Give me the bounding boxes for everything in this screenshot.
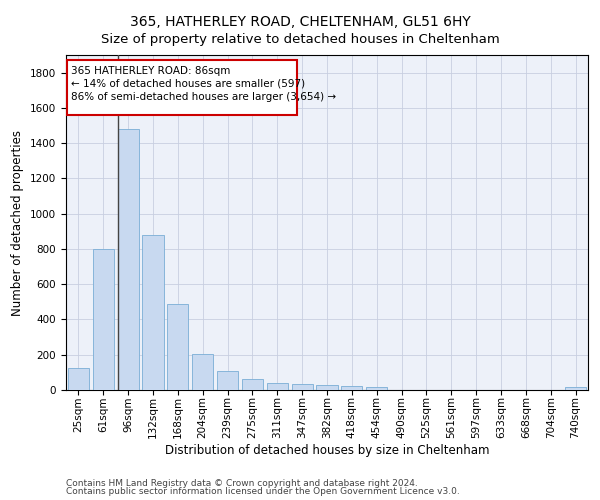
Bar <box>292 384 313 390</box>
FancyBboxPatch shape <box>67 60 297 115</box>
Text: Contains HM Land Registry data © Crown copyright and database right 2024.: Contains HM Land Registry data © Crown c… <box>66 478 418 488</box>
Bar <box>142 235 164 390</box>
Text: 365 HATHERLEY ROAD: 86sqm
← 14% of detached houses are smaller (597)
86% of semi: 365 HATHERLEY ROAD: 86sqm ← 14% of detac… <box>71 66 336 102</box>
X-axis label: Distribution of detached houses by size in Cheltenham: Distribution of detached houses by size … <box>165 444 489 457</box>
Bar <box>68 368 89 390</box>
Bar <box>366 388 387 390</box>
Text: Contains public sector information licensed under the Open Government Licence v3: Contains public sector information licen… <box>66 487 460 496</box>
Text: Size of property relative to detached houses in Cheltenham: Size of property relative to detached ho… <box>101 32 499 46</box>
Bar <box>316 384 338 390</box>
Bar <box>341 386 362 390</box>
Bar <box>93 249 114 390</box>
Bar <box>167 304 188 390</box>
Bar <box>267 383 288 390</box>
Bar <box>565 388 586 390</box>
Bar <box>118 129 139 390</box>
Text: 365, HATHERLEY ROAD, CHELTENHAM, GL51 6HY: 365, HATHERLEY ROAD, CHELTENHAM, GL51 6H… <box>130 15 470 29</box>
Bar <box>217 372 238 390</box>
Y-axis label: Number of detached properties: Number of detached properties <box>11 130 25 316</box>
Bar <box>242 378 263 390</box>
Bar <box>192 354 213 390</box>
